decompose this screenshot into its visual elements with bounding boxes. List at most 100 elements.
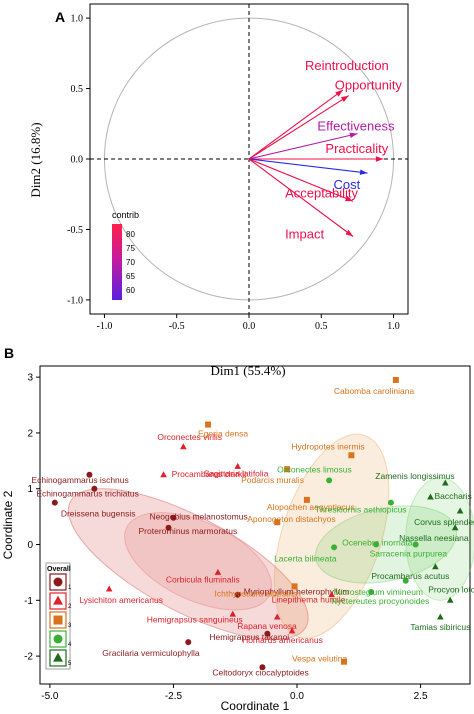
vector-reintroduction (248, 89, 344, 160)
point-marker (340, 658, 347, 665)
contrib-color-bar (112, 224, 122, 300)
point-marker (387, 499, 394, 506)
point-marker (165, 524, 172, 531)
overall-legend: Overall 1 2 3 4 5 (45, 562, 72, 670)
point-marker (91, 485, 98, 492)
x-tick-label: 1.0 (387, 321, 400, 332)
point-label: Alopochen aegyptiacus (267, 502, 355, 512)
legend-marker (53, 595, 63, 605)
y-tick-label: 2 (27, 428, 33, 439)
point-label: Nyctereutes procyonoides (331, 596, 429, 606)
point-label: Hemigrapsus takanoi (209, 632, 289, 642)
panel-a-x-axis-label: Dim1 (55.4%) (210, 363, 285, 378)
x-tick-label: -5.0 (41, 691, 59, 702)
point-marker (328, 591, 335, 598)
x-tick-label: -0.5 (169, 321, 185, 332)
legend-marker (53, 652, 63, 662)
point-marker (373, 541, 380, 548)
point-label: Microstegium vimineum (334, 587, 423, 597)
point-marker (51, 499, 58, 506)
vector-arrowhead (340, 95, 349, 102)
point-marker (437, 613, 444, 620)
panel-b-y-axis-label: Coordinate 2 (1, 490, 15, 559)
point-label: Nassella neesiana (399, 533, 469, 543)
y-tick-label: 0 (27, 540, 33, 551)
point-marker (170, 514, 177, 521)
contrib-tick: 70 (126, 258, 135, 267)
x-tick-label: 0.5 (315, 321, 328, 332)
point-label: Orconectes limosus (277, 464, 352, 474)
vector-effectiveness (248, 133, 358, 160)
point-label: Vespa velutina (292, 654, 348, 664)
x-tick-label: 2.5 (414, 691, 428, 702)
point-label: Gracilaria vermiculophylla (102, 648, 200, 658)
point-marker (259, 664, 266, 671)
vector-label: Effectiveness (317, 119, 395, 134)
point-marker (214, 568, 222, 575)
point-label: Egeria densa (198, 429, 248, 439)
point-label: Lysichiton americanus (79, 595, 163, 605)
point-label: Celtodoryx ciocalyptoides (212, 667, 308, 677)
point-marker (441, 479, 449, 486)
point-label: Hydropotes inermis (291, 441, 364, 451)
point-label: Baccharis halimifolia (434, 491, 474, 501)
point-label: Rapana venosa (237, 621, 297, 631)
point-marker (392, 376, 399, 383)
panel-a-label: A (55, 9, 65, 25)
y-tick-label: -0.5 (67, 225, 83, 236)
group-1-ellipse (67, 488, 309, 640)
vector-label: Impact (285, 227, 324, 242)
point-label: Procambarus acutus (371, 571, 449, 581)
point-label: Lacerta bilineata (274, 553, 337, 563)
legend-marker (53, 634, 63, 644)
y-tick-label: -1 (24, 596, 33, 607)
vector-opportunity (248, 95, 350, 160)
point-marker (273, 613, 281, 620)
point-label: Echinogammarus ischnus (31, 475, 128, 485)
point-label: Ocenebra inornata (342, 538, 413, 548)
point-label: Dreissena bugensis (61, 509, 136, 519)
vector-label: Reintroduction (305, 58, 389, 73)
point-label: Sagittaria latifolia (204, 468, 269, 478)
y-tick-label: -1.0 (67, 295, 83, 306)
panel-a-y-axis-label: Dim2 (16.8%) (28, 122, 43, 197)
point-label: Hemigrapsus sanguineus (147, 614, 243, 624)
point-marker (229, 610, 237, 617)
point-label: Tamias sibiricus (410, 622, 470, 632)
vector-arrowhead (349, 132, 358, 139)
point-label: Linepithema humile (272, 595, 346, 605)
legend-item-label: 4 (68, 642, 72, 648)
vector-arrowhead (359, 169, 368, 175)
point-marker (456, 507, 464, 514)
panel-b-plot-layer: -5.0 -2.5 0.0 2.5 3 2 1 0 -1 -2 Echinogammarus isc… (24, 373, 474, 702)
panel-b-x-axis-label: Coordinate 1 (221, 699, 290, 713)
vector-arrowhead (345, 195, 354, 202)
legend-marker (53, 577, 63, 587)
point-marker (326, 477, 333, 484)
contrib-tick: 65 (126, 272, 135, 281)
point-marker (412, 541, 419, 548)
contrib-legend-title: contrib (112, 210, 139, 220)
point-marker (180, 443, 187, 450)
point-label: Podarcis muralis (241, 475, 304, 485)
legend-marker (53, 615, 63, 625)
vector-label: Opportunity (335, 78, 403, 93)
y-tick-label: 0.0 (71, 155, 84, 166)
point-marker (291, 583, 298, 590)
point-label: Ichthyosaura alpestris (215, 588, 298, 598)
point-marker (368, 588, 375, 595)
panel-a-plot-layer: -1.0 -1.0 -0.5 -0.5 0.0 0.0 0.5 0.5 1.0 1.0 Reintr… (67, 4, 408, 332)
contrib-tick: 75 (126, 244, 135, 253)
y-tick-label: 1 (27, 484, 33, 495)
point-marker (264, 630, 271, 637)
vector-label: Cost (334, 177, 361, 192)
point-label: Threskiornis aethiopicus (315, 505, 407, 515)
point-label: Orconectes virilis (157, 432, 222, 442)
vector-arrowhead (345, 229, 354, 237)
point-label: Corvus splendens (414, 517, 474, 527)
point-label: Procambarus clarkii (172, 469, 247, 479)
point-label: Aponogeton distachyos (247, 514, 335, 524)
contrib-tick: 60 (126, 286, 135, 295)
legend-item-label: 3 (68, 623, 72, 629)
